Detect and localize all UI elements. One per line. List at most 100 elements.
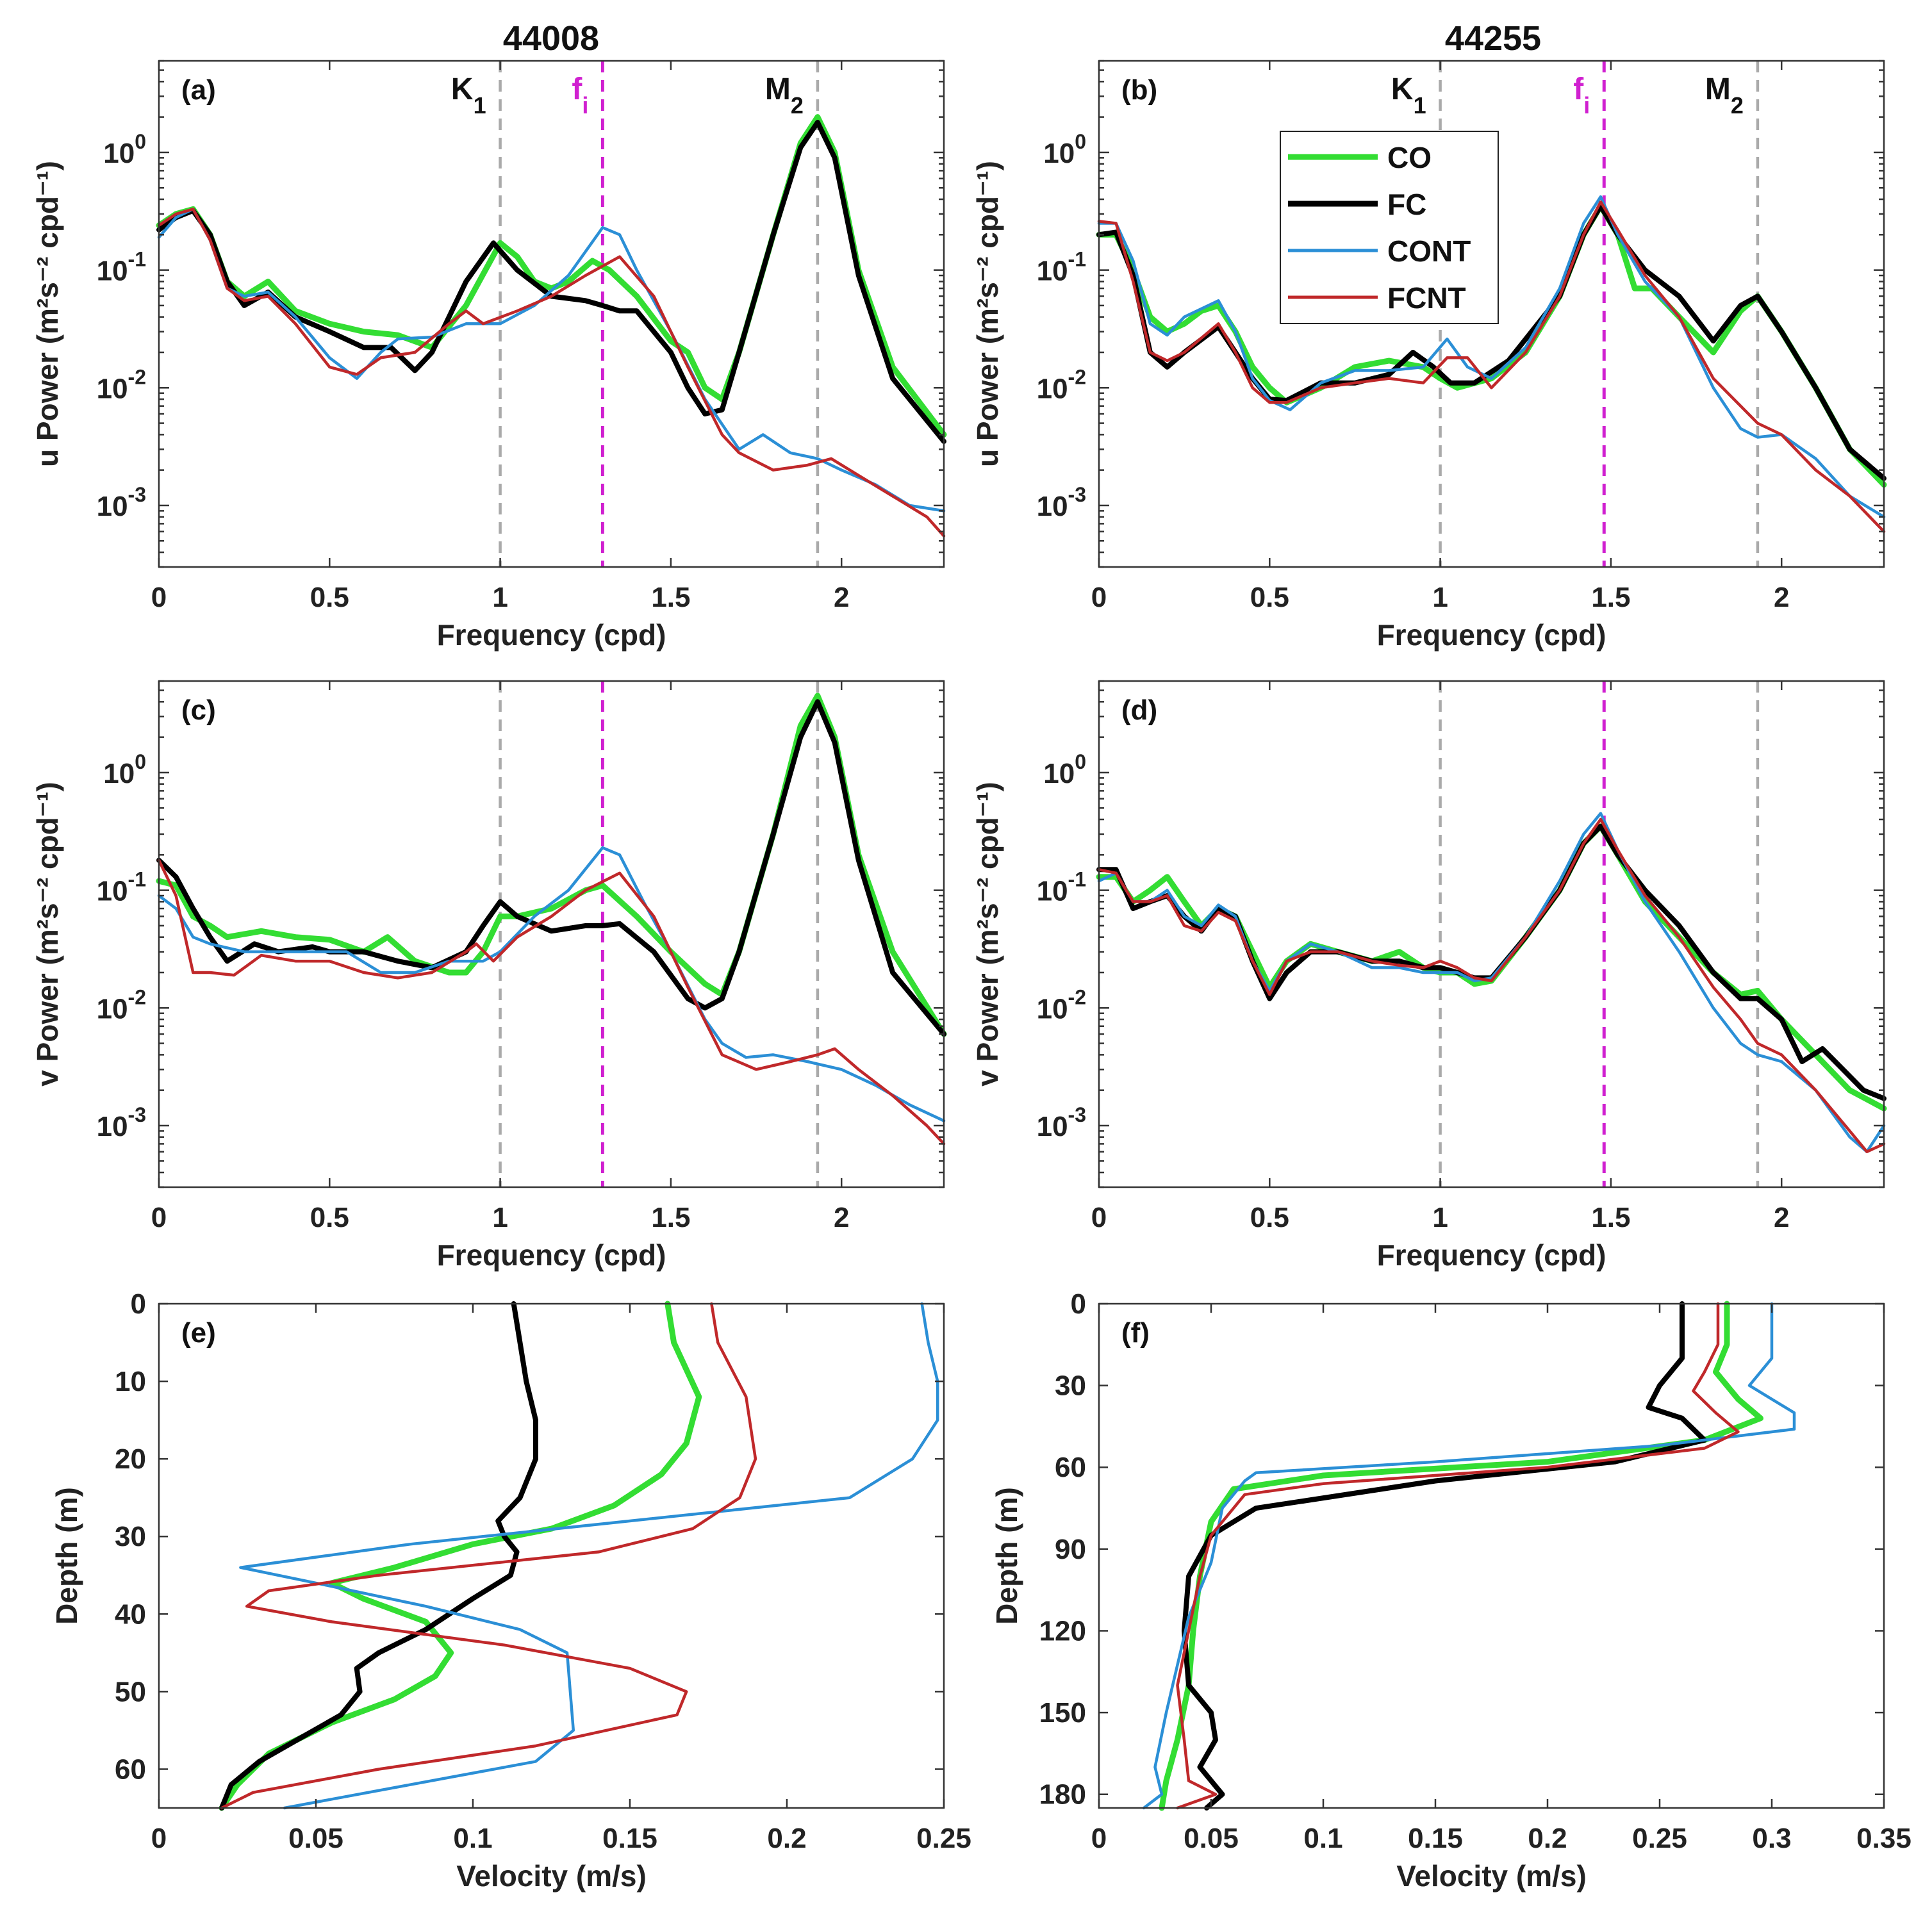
axes-frame [1098, 1302, 1885, 1809]
x-tick-label: 2 [834, 582, 849, 613]
panel-e-velocity-profile-44008: 0 0.05 0.1 0.15 0.2 0.25 0 10 20 30 40 50 60 Velocity… [50, 1288, 971, 1893]
y-tick-label: 30 [1055, 1370, 1086, 1402]
series-line-cont [157, 208, 946, 513]
y-tick-label: 60 [1055, 1452, 1086, 1483]
x-tick-label: 0.15 [602, 1823, 657, 1854]
y-axis-label: u Power (m²s⁻² cpd⁻¹) [971, 161, 1004, 467]
x-tick-label: 0.5 [1250, 582, 1289, 613]
axes-frame [1098, 60, 1885, 568]
x-tick-label: 0.35 [1856, 1823, 1911, 1854]
axes-frame [158, 60, 945, 568]
series-line-cont [157, 846, 946, 1122]
y-tick-label: 120 [1039, 1615, 1086, 1647]
column-title-44008: 44008 [503, 19, 599, 58]
x-tick-label: 0.25 [1632, 1823, 1687, 1854]
y-tick-label: 30 [115, 1521, 146, 1552]
x-axis-label: Frequency (cpd) [437, 618, 666, 652]
x-tick-label: 1.5 [651, 1202, 690, 1233]
profile-line-fcnt [220, 1302, 757, 1810]
y-axis-label: v Power (m²s⁻² cpd⁻¹) [31, 782, 64, 1086]
panel-label: (c) [181, 694, 216, 726]
x-tick-label: 0 [1091, 582, 1107, 613]
x-tick-label: 0 [1091, 1823, 1107, 1854]
x-tick-label: 0 [151, 1202, 167, 1233]
x-tick-label: 0 [151, 1823, 167, 1854]
series-line-fcnt [1097, 200, 1886, 533]
series-line-fcnt [157, 208, 946, 538]
legend-box [1280, 131, 1499, 324]
x-axis-label: Frequency (cpd) [437, 1238, 666, 1272]
x-tick-label: 0.05 [288, 1823, 343, 1854]
y-tick-label: 90 [1055, 1534, 1086, 1565]
y-tick-label: 40 [115, 1598, 146, 1630]
x-tick-label: 0.2 [1528, 1823, 1567, 1854]
y-tick-label: 10 [115, 1366, 146, 1397]
x-tick-label: 2 [1774, 1202, 1789, 1233]
profile-line-fc [1182, 1301, 1707, 1811]
legend-label-co: CO [1387, 141, 1432, 174]
x-axis-label: Velocity (m/s) [456, 1859, 647, 1893]
x-tick-label: 1 [1432, 582, 1448, 613]
x-tick-label: 2 [834, 1202, 849, 1233]
series-line-cont [1097, 812, 1886, 1153]
x-axis-label: Frequency (cpd) [1377, 1238, 1606, 1272]
panel-label: (f) [1121, 1317, 1150, 1349]
x-tick-label: 0.05 [1184, 1823, 1239, 1854]
panel-f-velocity-profile-44255: 0 0.05 0.1 0.15 0.2 0.25 0.3 0.35 0 30 60 90 120 150 1… [990, 1288, 1911, 1893]
x-tick-label: 2 [1774, 582, 1789, 613]
y-axis-label: Depth (m) [990, 1487, 1023, 1625]
column-title-44255: 44255 [1445, 19, 1541, 58]
panel-a-u-power-44008: K1 fi M20 0.5 1 1.5 210-310-210-1100Frequency … [31, 60, 947, 652]
legend-label-fcnt: FCNT [1387, 281, 1466, 315]
profile-line-fcnt [1176, 1302, 1740, 1810]
x-tick-label: 1.5 [1591, 1202, 1630, 1233]
y-axis-label: u Power (m²s⁻² cpd⁻¹) [31, 161, 64, 467]
panel-label: (a) [181, 74, 216, 106]
y-axis-label: v Power (m²s⁻² cpd⁻¹) [971, 782, 1004, 1086]
panel-label: (b) [1121, 74, 1157, 106]
plot-area [1099, 681, 1884, 1187]
x-axis-label: Velocity (m/s) [1396, 1859, 1587, 1893]
x-tick-label: 0.1 [453, 1823, 492, 1854]
y-tick-label: 20 [115, 1443, 146, 1475]
x-tick-label: 0.1 [1303, 1823, 1342, 1854]
x-tick-label: 0 [1091, 1202, 1107, 1233]
x-tick-label: 0.2 [767, 1823, 806, 1854]
profile-line-fc [219, 1301, 538, 1811]
series-line-fcnt [1097, 817, 1886, 1153]
x-tick-label: 1.5 [651, 582, 690, 613]
y-tick-label: 0 [1071, 1288, 1086, 1320]
y-tick-label: 0 [131, 1288, 146, 1320]
y-axis-label: Depth (m) [50, 1487, 83, 1625]
profile-line-cont [1142, 1302, 1796, 1810]
y-tick-label: 180 [1039, 1779, 1086, 1811]
x-tick-label: 0 [151, 582, 167, 613]
x-tick-label: 1 [492, 1202, 508, 1233]
x-axis-label: Frequency (cpd) [1377, 618, 1606, 652]
profile-line-co [1159, 1301, 1763, 1811]
legend-label-cont: CONT [1387, 234, 1471, 268]
axes-frame [158, 680, 945, 1188]
axes-frame [158, 1302, 945, 1809]
legend: CO FC CONT FCNT [1280, 131, 1499, 324]
panel-label: (e) [181, 1317, 216, 1349]
x-tick-label: 1 [492, 582, 508, 613]
panel-label: (d) [1121, 694, 1157, 726]
x-tick-label: 0.5 [1250, 1202, 1289, 1233]
series-line-fcnt [157, 858, 946, 1146]
x-tick-label: 0.5 [310, 1202, 349, 1233]
x-tick-label: 0.15 [1408, 1823, 1463, 1854]
x-tick-label: 1 [1432, 1202, 1448, 1233]
x-tick-label: 1.5 [1591, 582, 1630, 613]
series-line-cont [1097, 195, 1886, 519]
y-tick-label: 60 [115, 1754, 146, 1785]
series-line-fc [156, 699, 946, 1037]
y-tick-label: 150 [1039, 1697, 1086, 1729]
x-tick-label: 0.5 [310, 582, 349, 613]
axes-frame [1098, 680, 1885, 1188]
x-tick-label: 0.3 [1752, 1823, 1791, 1854]
y-tick-label: 50 [115, 1676, 146, 1707]
